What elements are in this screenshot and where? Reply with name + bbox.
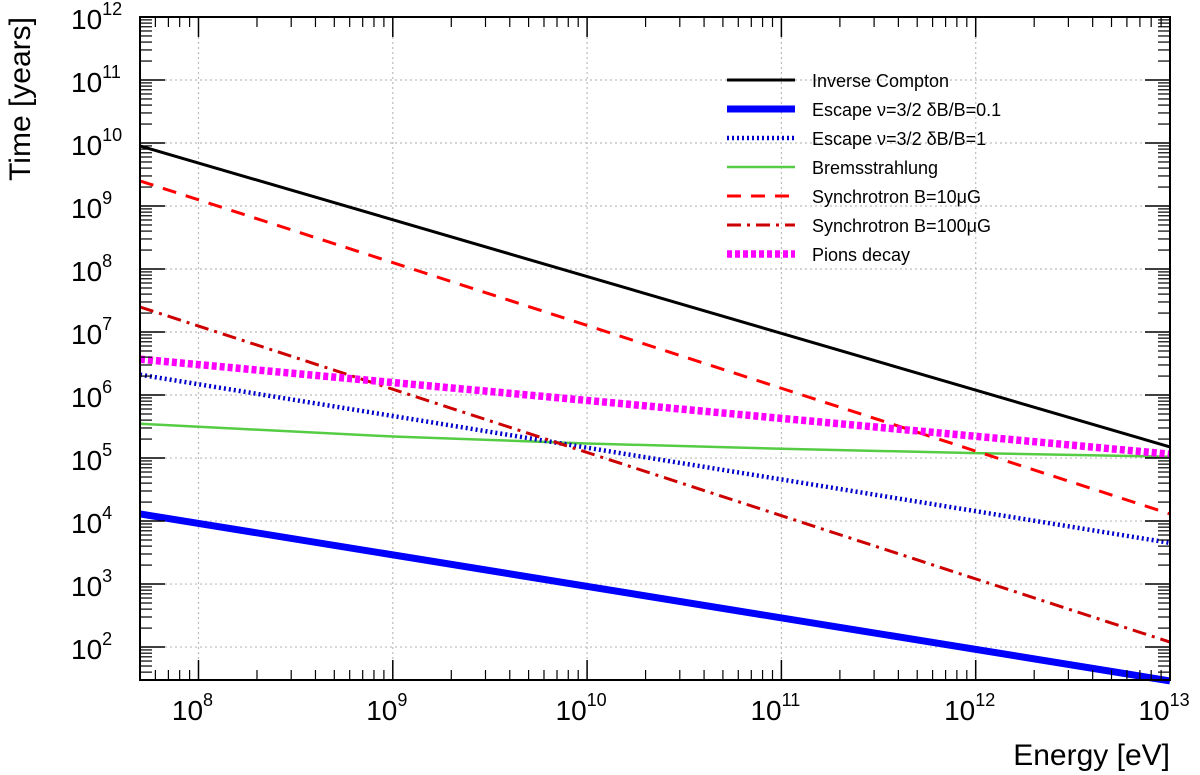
y-tick-base: 10 xyxy=(71,445,102,476)
axis-ticks xyxy=(139,16,1171,681)
series-line-inverse-compton xyxy=(139,144,1171,449)
y-tick-exponent: 10 xyxy=(102,125,122,145)
x-tick-label: 1011 xyxy=(750,690,800,726)
x-tick-exponent: 12 xyxy=(975,690,995,710)
legend-label-synchrotron-10: Synchrotron B=10μG xyxy=(812,187,981,207)
series-line-synchrotron-10 xyxy=(139,179,1171,516)
series-line-escape-01 xyxy=(139,510,1171,685)
y-tick-label: 1010 xyxy=(71,125,122,161)
y-tick-label: 106 xyxy=(71,377,112,413)
y-tick-base: 10 xyxy=(71,319,102,350)
x-tick-label: 1010 xyxy=(556,690,607,726)
x-tick-base: 10 xyxy=(556,695,587,726)
series-line-escape-1 xyxy=(139,372,1171,546)
legend-label-escape-1: Escape ν=3/2 δB/B=1 xyxy=(812,129,986,149)
legend-label-pions-decay: Pions decay xyxy=(812,245,910,265)
y-tick-base: 10 xyxy=(71,130,102,161)
y-tick-label: 105 xyxy=(71,440,112,476)
y-tick-exponent: 11 xyxy=(102,62,121,82)
y-tick-exponent: 9 xyxy=(102,188,112,208)
legend-label-bremsstrahlung: Bremsstrahlung xyxy=(812,158,938,178)
x-tick-exponent: 13 xyxy=(1170,690,1190,710)
y-tick-base: 10 xyxy=(71,4,102,35)
legend-label-synchrotron-100: Synchrotron B=100μG xyxy=(812,216,991,236)
x-tick-label: 1012 xyxy=(944,690,995,726)
y-tick-exponent: 4 xyxy=(102,503,112,523)
x-tick-exponent: 10 xyxy=(587,690,607,710)
y-tick-label: 102 xyxy=(71,629,112,665)
y-tick-label: 107 xyxy=(71,314,112,350)
x-tick-base: 10 xyxy=(1138,695,1169,726)
y-tick-label: 109 xyxy=(71,188,112,224)
y-tick-exponent: 3 xyxy=(102,566,112,586)
plot-frame xyxy=(139,16,1171,681)
y-tick-label: 1011 xyxy=(71,62,121,98)
x-tick-label: 109 xyxy=(366,690,407,726)
y-tick-exponent: 12 xyxy=(102,0,122,19)
legend-label-escape-01: Escape ν=3/2 δB/B=0.1 xyxy=(812,100,1001,120)
x-tick-exponent: 11 xyxy=(782,690,801,710)
x-tick-label: 108 xyxy=(172,690,213,726)
y-tick-exponent: 2 xyxy=(102,629,112,649)
x-tick-base: 10 xyxy=(750,695,781,726)
series-line-bremsstrahlung xyxy=(139,422,1171,458)
x-tick-exponent: 9 xyxy=(397,690,407,710)
legend: Inverse Compton Escape ν=3/2 δB/B=0.1 Esca… xyxy=(727,71,1001,265)
series-line-synchrotron-100 xyxy=(139,305,1171,644)
x-tick-label: 1013 xyxy=(1138,690,1189,726)
x-tick-base: 10 xyxy=(172,695,203,726)
y-axis-title: Time [years] xyxy=(4,17,37,181)
y-tick-base: 10 xyxy=(71,508,102,539)
y-tick-exponent: 6 xyxy=(102,377,112,397)
y-tick-label: 1012 xyxy=(71,0,122,35)
y-tick-exponent: 8 xyxy=(102,251,112,271)
x-tick-exponent: 8 xyxy=(203,690,213,710)
y-tick-label: 104 xyxy=(71,503,112,539)
y-tick-label: 103 xyxy=(71,566,112,602)
x-tick-base: 10 xyxy=(366,695,397,726)
y-tick-base: 10 xyxy=(71,256,102,287)
y-tick-base: 10 xyxy=(71,571,102,602)
x-tick-base: 10 xyxy=(944,695,975,726)
y-tick-label: 108 xyxy=(71,251,112,287)
y-tick-base: 10 xyxy=(71,382,102,413)
x-tick-labels: 108 109 1010 1011 1012 1013 xyxy=(172,690,1190,726)
y-tick-base: 10 xyxy=(71,634,102,665)
x-axis-title: Energy [eV] xyxy=(1013,739,1170,772)
y-tick-exponent: 7 xyxy=(102,314,112,334)
y-tick-base: 10 xyxy=(71,193,102,224)
series-lines xyxy=(139,144,1171,685)
y-tick-base: 10 xyxy=(71,67,102,98)
series-line-pions-decay xyxy=(139,355,1171,458)
legend-label-inverse-compton: Inverse Compton xyxy=(812,71,949,91)
y-tick-exponent: 5 xyxy=(102,440,112,460)
